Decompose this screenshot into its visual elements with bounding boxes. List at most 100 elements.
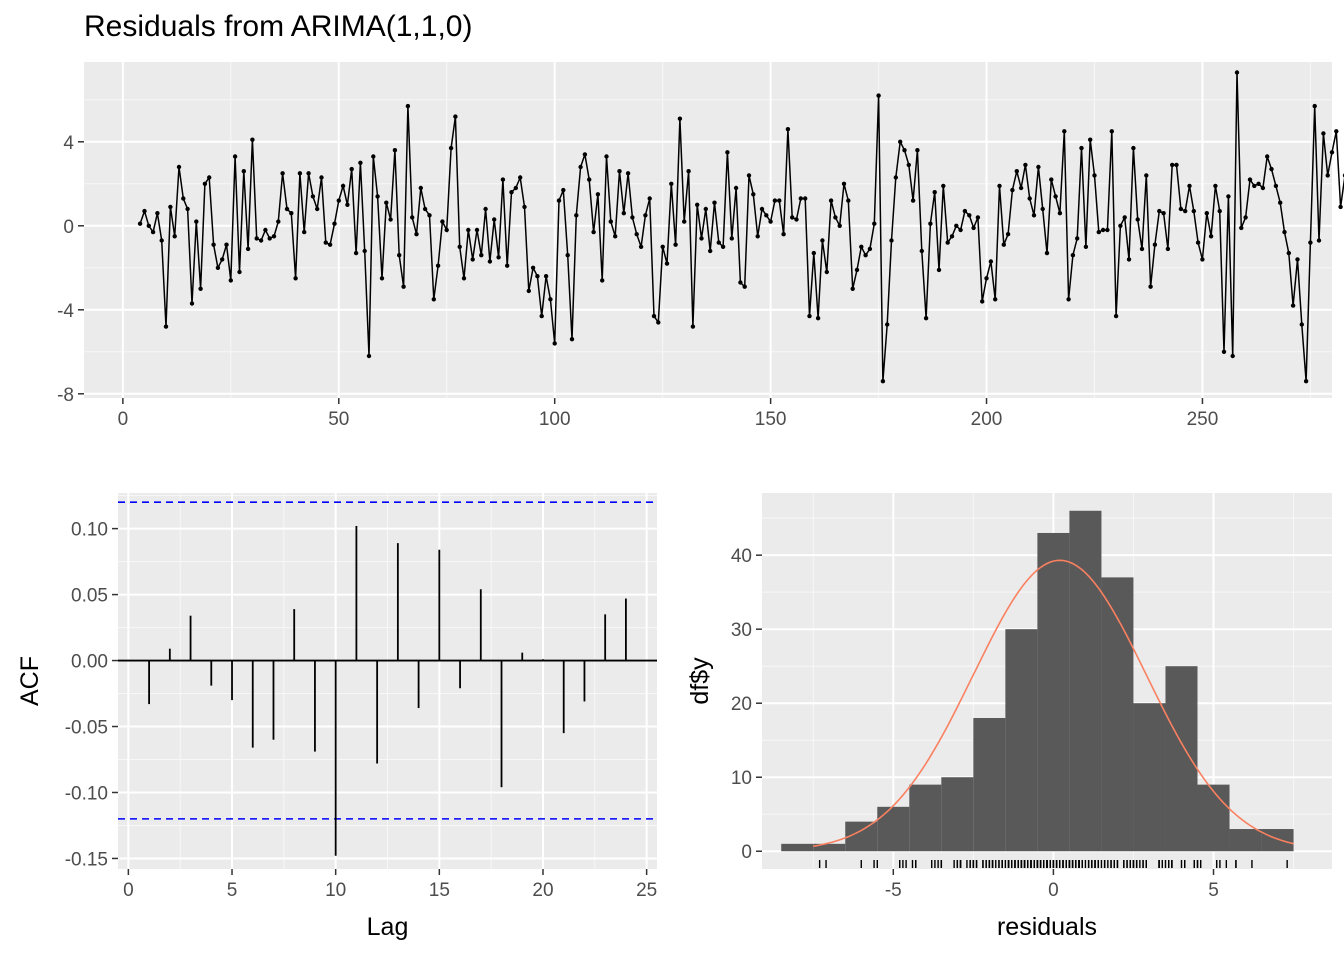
residual-point <box>245 246 251 252</box>
residual-point <box>189 301 195 306</box>
y-tick-label: 0.10 <box>71 520 108 541</box>
residual-point <box>682 219 687 224</box>
residual-point <box>984 276 989 281</box>
residual-point <box>1001 242 1006 247</box>
x-axis-label: residuals <box>997 913 1097 941</box>
residual-point <box>686 169 691 174</box>
residual-point <box>414 232 419 237</box>
residual-point <box>306 171 311 176</box>
residual-point <box>349 166 354 172</box>
residual-point <box>1031 213 1037 218</box>
residual-point <box>159 238 164 243</box>
x-tick-label: 5 <box>227 880 238 901</box>
residual-point <box>1178 206 1184 212</box>
residual-point <box>1161 211 1166 216</box>
residual-point <box>284 206 290 212</box>
residual-point <box>949 234 955 239</box>
residual-point <box>1005 232 1011 237</box>
residual-point <box>1083 244 1089 249</box>
residual-point <box>1321 131 1326 136</box>
residual-point <box>405 103 411 109</box>
residual-point <box>224 242 229 247</box>
residual-point <box>220 257 225 262</box>
residual-point <box>509 190 514 195</box>
residual-point <box>535 274 540 279</box>
residual-point <box>332 221 337 226</box>
residual-point <box>353 250 359 256</box>
residual-point <box>492 217 497 222</box>
x-tick-label: 100 <box>539 409 571 430</box>
x-tick-label: 50 <box>328 409 349 430</box>
residual-point <box>703 206 708 212</box>
residual-point <box>708 248 713 254</box>
residual-point <box>1252 183 1257 189</box>
residual-point <box>613 234 618 239</box>
residual-point <box>768 219 773 224</box>
x-tick-label: 150 <box>755 409 787 430</box>
residual-point <box>1187 183 1192 189</box>
histogram-bar <box>1037 532 1070 852</box>
residual-point <box>945 240 950 245</box>
residual-point <box>198 286 203 291</box>
residual-point <box>902 148 907 153</box>
residual-point <box>898 139 903 144</box>
residual-point <box>513 185 518 191</box>
residual-point <box>915 148 920 153</box>
residual-point <box>1174 162 1179 168</box>
residual-point <box>919 248 924 254</box>
residual-point <box>820 238 825 243</box>
residual-point <box>746 173 752 178</box>
y-tick-label: 20 <box>731 694 752 715</box>
residual-point <box>759 206 765 212</box>
residual-point <box>375 194 380 199</box>
residual-point <box>1338 204 1343 210</box>
residual-point <box>1152 242 1158 247</box>
residual-point <box>906 162 911 168</box>
residual-point <box>859 244 864 249</box>
residual-point <box>595 192 601 197</box>
residual-point <box>237 269 242 275</box>
residual-point <box>716 240 721 245</box>
residual-point <box>587 177 592 182</box>
residual-point <box>958 227 963 233</box>
residual-point <box>548 297 553 302</box>
residual-point <box>656 320 661 325</box>
residual-point <box>690 324 696 329</box>
residual-point <box>828 198 834 203</box>
residual-point <box>444 227 449 233</box>
residual-point <box>496 255 501 260</box>
residual-point <box>271 234 277 239</box>
residual-point <box>1010 187 1015 193</box>
residual-point <box>854 267 860 273</box>
residual-point <box>315 206 320 212</box>
residual-point <box>181 196 186 201</box>
residual-point <box>941 183 946 189</box>
residual-point <box>556 198 562 203</box>
residual-point <box>1096 229 1102 235</box>
residual-point <box>634 232 639 237</box>
residual-point <box>1286 250 1292 256</box>
residual-point <box>824 269 829 275</box>
residual-point <box>1239 225 1244 231</box>
residual-point <box>954 223 959 228</box>
residual-point <box>440 219 445 224</box>
residual-point <box>630 215 635 220</box>
histogram-bar <box>909 784 942 852</box>
residual-point <box>578 164 583 170</box>
y-tick-label: 0.00 <box>71 652 108 673</box>
residual-point <box>720 244 726 249</box>
residual-point <box>803 196 808 201</box>
residual-point <box>1092 173 1097 178</box>
residual-point <box>401 284 406 289</box>
y-tick-label: -0.10 <box>65 783 108 804</box>
residual-point <box>932 190 937 195</box>
residual-point <box>1230 353 1235 359</box>
residual-point <box>358 160 363 165</box>
residual-point <box>453 114 458 119</box>
acf-panel: 0 5 10 15 20 25 -0.15 -0.10 -0.05 0.00 0.05 0.10 Lag… <box>16 493 657 941</box>
residual-point <box>310 194 316 199</box>
residual-point <box>582 152 588 157</box>
residual-point <box>379 276 385 281</box>
residual-point <box>362 248 367 254</box>
residual-point <box>699 236 704 241</box>
